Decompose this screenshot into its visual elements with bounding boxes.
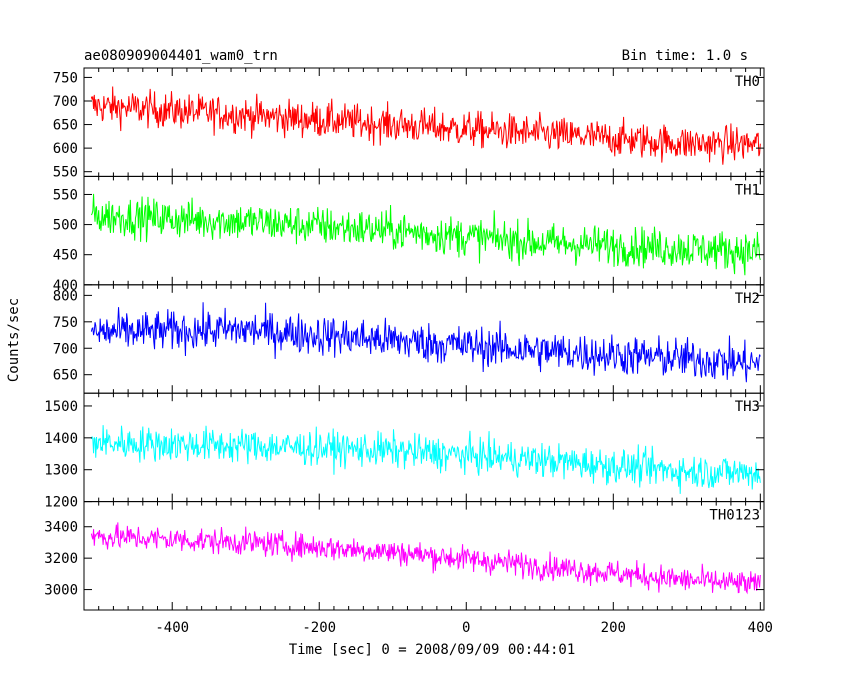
panel-label: TH3 (735, 399, 760, 415)
y-tick-label: 400 (53, 278, 78, 294)
y-tick-label: 650 (53, 368, 78, 384)
chart-title: ae080909004401_wam0_trn (84, 48, 278, 64)
panel-label: TH0 (735, 74, 760, 90)
y-tick-label: 650 (53, 118, 78, 134)
series-line-th2 (90, 302, 761, 383)
y-tick-label: 1400 (44, 431, 78, 447)
y-tick-label: 550 (53, 187, 78, 203)
panel-th1: 400 450 500 550 TH1 (53, 175, 765, 294)
panel-th0123: 3000 3200 3400 TH0123 (44, 501, 765, 611)
series-line-th0 (90, 86, 761, 165)
panel-label: TH0123 (709, 508, 760, 524)
y-tick-label: 600 (53, 141, 78, 157)
panel-label: TH1 (735, 182, 760, 198)
panel-th0: 550 600 650 700 750 TH0 (53, 67, 765, 181)
y-tick-label: 700 (53, 341, 78, 357)
y-tick-label: 550 (53, 165, 78, 181)
y-tick-label: 800 (53, 288, 78, 304)
panel-frame (83, 501, 765, 611)
panel-th3: 1200 1300 1400 1500 TH3 (44, 392, 765, 511)
panel-label: TH2 (735, 291, 760, 307)
panels-group: 550 600 650 700 750 TH0 400 450 500 550 TH1 650 700 7… (44, 67, 773, 636)
x-tick-label: 0 (462, 620, 470, 636)
x-axis-label: Time [sec] 0 = 2008/09/09 00:44:01 (289, 642, 576, 658)
y-tick-label: 3200 (44, 551, 78, 567)
y-tick-label: 3000 (44, 583, 78, 599)
series-line-th3 (90, 425, 761, 494)
y-tick-label: 500 (53, 218, 78, 234)
y-tick-label: 450 (53, 248, 78, 264)
x-tick-label: -400 (155, 620, 189, 636)
series-line-th1 (90, 193, 761, 276)
y-tick-label: 1200 (44, 495, 78, 511)
y-tick-label: 700 (53, 94, 78, 110)
y-axis-label: Counts/sec (6, 298, 22, 382)
y-tick-label: 750 (53, 315, 78, 331)
chart-subtitle: Bin time: 1.0 s (622, 48, 748, 64)
y-tick-label: 1500 (44, 399, 78, 415)
y-tick-label: 1300 (44, 463, 78, 479)
panel-th2: 650 700 750 800 TH2 (53, 284, 765, 394)
y-tick-label: 750 (53, 70, 78, 86)
x-tick-label: 200 (601, 620, 626, 636)
x-tick-label: 400 (748, 620, 773, 636)
x-tick-label: -200 (302, 620, 336, 636)
series-line-th0123 (90, 522, 761, 595)
y-tick-label: 3400 (44, 520, 78, 536)
